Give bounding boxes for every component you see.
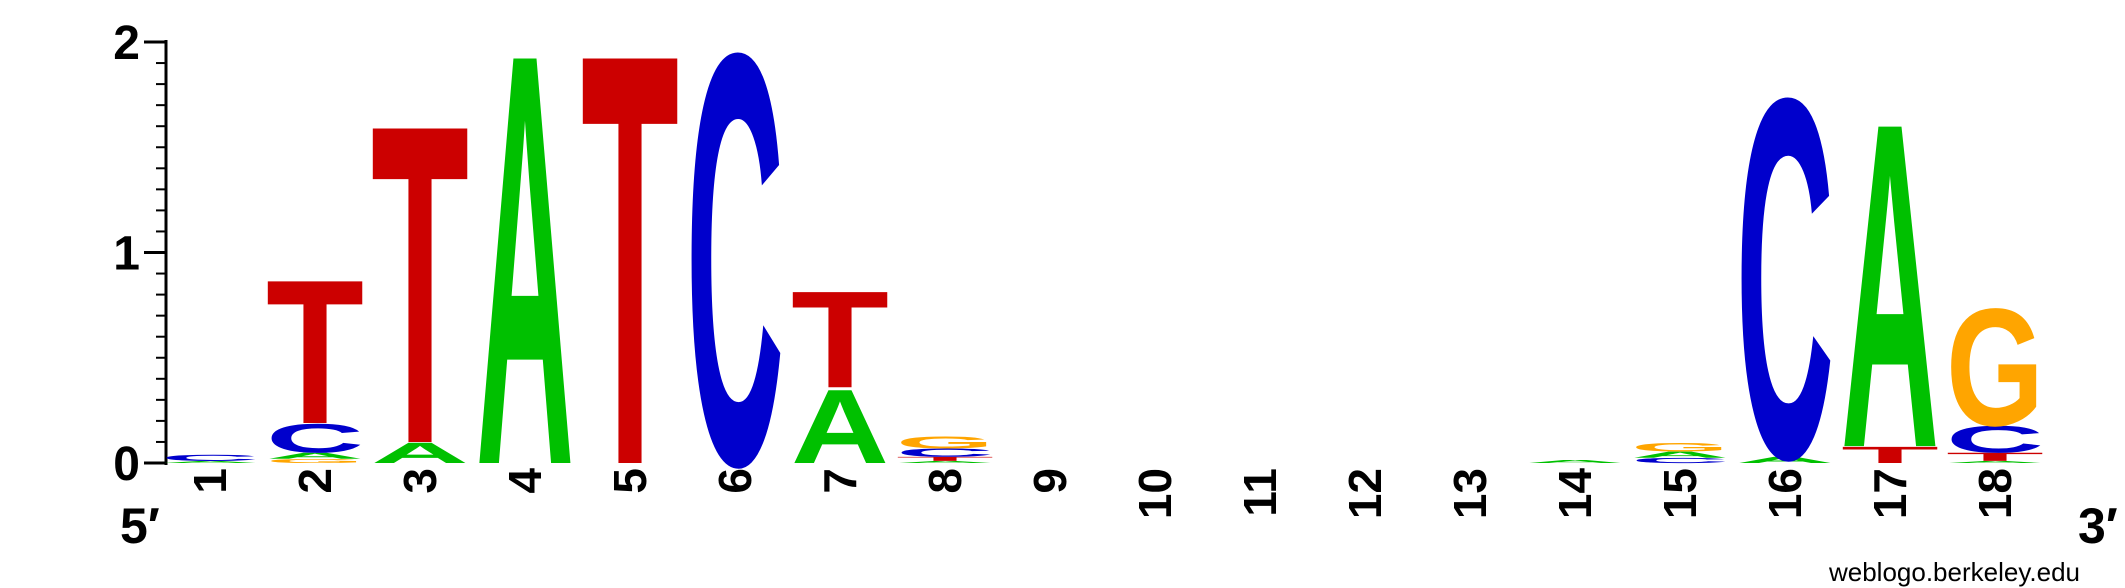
five-prime-label: 5′ <box>120 498 160 554</box>
letter-C: C <box>1736 0 1834 566</box>
y-axis: 0 1 2 <box>113 17 168 491</box>
position-label: 17 <box>1864 468 1916 519</box>
y-tick-label: 0 <box>113 438 140 491</box>
letter-A: A <box>791 367 889 485</box>
position-label: 7 <box>814 468 866 494</box>
stack-position-3: AT <box>371 31 469 539</box>
position-label: 9 <box>1024 468 1076 494</box>
stack-position-6: C <box>686 0 784 588</box>
letter-G: G <box>896 433 994 453</box>
letter-T: T <box>791 262 889 417</box>
letter-T: T <box>896 456 994 463</box>
letter-G: G <box>266 458 364 465</box>
x-axis: 1 2 3 4 5 6 7 8 9 10 11 12 13 14 15 16 17 18 <box>184 468 2021 520</box>
position-label: 10 <box>1129 468 1181 519</box>
letter-A: A <box>1946 460 2044 463</box>
stack-position-5: T <box>581 0 679 588</box>
letter-A: A <box>896 460 994 463</box>
letter-C: C <box>1631 456 1729 464</box>
position-label: 13 <box>1444 468 1496 519</box>
letter-C: C <box>686 0 784 588</box>
position-label: 14 <box>1549 468 1601 520</box>
letter-A: A <box>1736 455 1834 465</box>
stack-position-17: TA <box>1841 25 1939 545</box>
letter-C: C <box>161 453 259 463</box>
position-label: 6 <box>709 468 761 494</box>
y-tick-label: 2 <box>113 17 140 70</box>
letter-T: T <box>371 31 469 539</box>
stack-position-14: A <box>1526 459 1624 464</box>
y-tick-label: 1 <box>113 228 140 281</box>
position-label: 2 <box>289 468 341 494</box>
letter-G: G <box>1946 275 2044 462</box>
letter-C: C <box>896 446 994 459</box>
letter-A: A <box>1841 25 1939 545</box>
letter-C: C <box>1946 418 2044 461</box>
stack-position-7: AT <box>791 262 889 486</box>
position-label: 15 <box>1654 468 1706 519</box>
stack-position-1: AC <box>161 453 259 464</box>
letter-C: C <box>266 416 364 462</box>
position-label: 18 <box>1969 468 2021 519</box>
letter-T: T <box>581 0 679 588</box>
position-label: 5 <box>604 468 656 494</box>
letter-A: A <box>1631 450 1729 460</box>
letter-A: A <box>371 436 469 469</box>
position-label: 1 <box>184 468 236 494</box>
stack-position-4: A <box>476 0 574 588</box>
letter-T: T <box>266 238 364 468</box>
three-prime-label: 3′ <box>2078 498 2118 554</box>
credit-text: weblogo.berkeley.edu <box>1828 557 2080 587</box>
position-label: 8 <box>919 468 971 494</box>
position-label: 4 <box>499 468 551 494</box>
position-label: 16 <box>1759 468 1811 519</box>
letter-G: G <box>1631 441 1729 454</box>
letter-A: A <box>1526 459 1624 464</box>
position-label: 3 <box>394 468 446 494</box>
letter-T: T <box>1946 450 2044 463</box>
letter-A: A <box>161 460 259 463</box>
letter-A: A <box>476 0 574 588</box>
letter-A: A <box>266 451 364 461</box>
position-label: 11 <box>1234 468 1286 517</box>
letter-T: T <box>1841 442 1939 468</box>
position-label: 12 <box>1339 468 1391 519</box>
stack-position-16: AC <box>1736 0 1834 566</box>
stack-position-15: CAG <box>1631 441 1729 465</box>
